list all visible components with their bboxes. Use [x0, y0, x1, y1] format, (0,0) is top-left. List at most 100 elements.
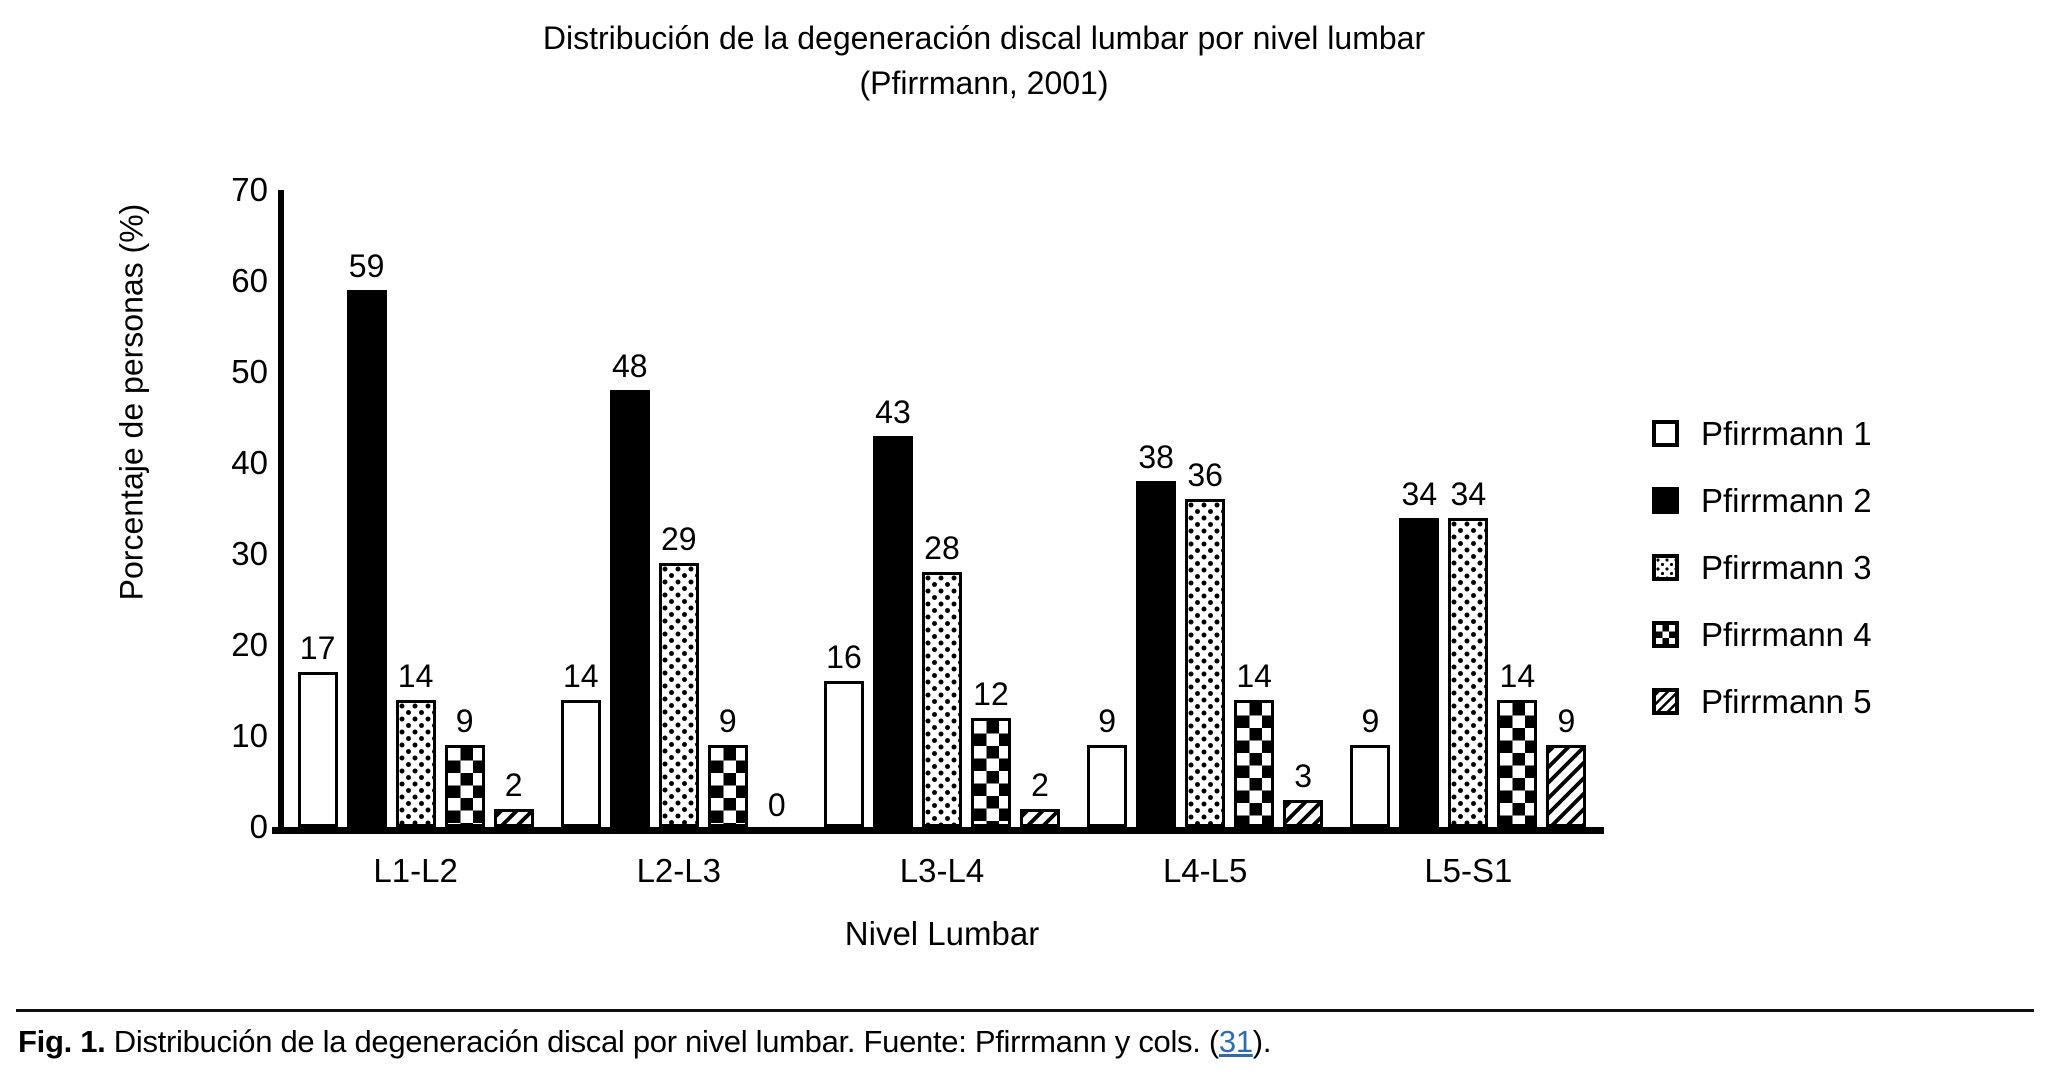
bar-pfirrmann-3-l3-l4: [921, 572, 962, 827]
legend-item-pfirrmann-2: Pfirrmann 2: [1652, 467, 1872, 534]
bar-slot-pfirrmann-3-l1-l2: 14: [395, 190, 436, 827]
bar-value-label: 34: [1401, 476, 1438, 512]
bar-pfirrmann-4-l2-l3: [707, 745, 748, 827]
bar-pfirrmann-1-l3-l4: [823, 681, 864, 827]
y-tick-label-0: 0: [249, 808, 268, 845]
bar-slot-pfirrmann-3-l3-l4: 28: [921, 190, 962, 827]
bar-slot-pfirrmann-4-l4-l5: 14: [1234, 190, 1275, 827]
x-category-label-l2-l3: L2-L3: [636, 852, 721, 889]
legend-item-pfirrmann-5: Pfirrmann 5: [1652, 668, 1872, 735]
y-tick-label-30: 30: [231, 535, 268, 572]
plot-area: 17 59 14 9 2 14 48 29 9 0 16 43 28 12 2 9 38 36 14 3 9 34 34 14…: [284, 190, 1600, 827]
bar-group-l3-l4: 16 43 28 12 2: [823, 190, 1060, 827]
legend-label: Pfirrmann 4: [1701, 615, 1872, 653]
bar-value-label: 9: [1098, 703, 1117, 739]
bar-slot-pfirrmann-1-l3-l4: 16: [823, 190, 864, 827]
legend-item-pfirrmann-1: Pfirrmann 1: [1652, 400, 1872, 467]
bar-value-label: 34: [1450, 476, 1487, 512]
bar-value-label: 9: [1557, 703, 1576, 739]
bar-value-label: 48: [611, 348, 648, 384]
legend-label: Pfirrmann 3: [1701, 548, 1872, 586]
bar-slot-pfirrmann-5-l5-s1: 9: [1546, 190, 1587, 827]
bar-pfirrmann-2-l1-l2: [346, 290, 387, 827]
bar-pfirrmann-1-l1-l2: [297, 672, 338, 827]
legend-marker-diagonal-icon: [1652, 688, 1679, 715]
x-axis-category-labels: L1-L2 L2-L3 L3-L4 L4-L5 L5-S1: [284, 852, 1600, 890]
x-category-label-l5-s1: L5-S1: [1424, 852, 1513, 889]
bar-pfirrmann-4-l3-l4: [970, 718, 1011, 827]
caption-reference-link[interactable]: 31: [1218, 1024, 1253, 1059]
bar-slot-pfirrmann-4-l5-s1: 14: [1497, 190, 1538, 827]
bar-slot-pfirrmann-2-l1-l2: 59: [346, 190, 387, 827]
legend-marker-checker-icon: [1652, 621, 1679, 648]
bar-slot-pfirrmann-5-l2-l3: 0: [757, 190, 797, 827]
bar-value-label: 14: [562, 658, 599, 694]
bar-pfirrmann-4-l5-s1: [1497, 700, 1538, 827]
bar-slot-pfirrmann-4-l1-l2: 9: [444, 190, 485, 827]
bar-slot-pfirrmann-5-l1-l2: 2: [493, 190, 534, 827]
bar-pfirrmann-4-l4-l5: [1234, 700, 1275, 827]
caption-text-suffix: ).: [1252, 1024, 1272, 1059]
y-tick-label-50: 50: [231, 353, 268, 390]
bar-slot-pfirrmann-4-l3-l4: 12: [970, 190, 1011, 827]
bar-slot-pfirrmann-2-l3-l4: 43: [872, 190, 913, 827]
bar-value-label: 2: [1031, 767, 1049, 803]
bar-slot-pfirrmann-1-l2-l3: 14: [560, 190, 601, 827]
bar-group-l1-l2: 17 59 14 9 2: [297, 190, 534, 827]
caption-divider: [16, 1009, 2034, 1012]
bar-value-label: 36: [1187, 457, 1223, 493]
legend-marker-dots-icon: [1652, 554, 1679, 581]
bar-pfirrmann-5-l1-l2: [493, 809, 534, 827]
y-tick-label-40: 40: [231, 444, 268, 481]
bar-pfirrmann-5-l4-l5: [1283, 800, 1324, 827]
caption-figure-number: Fig. 1.: [18, 1024, 106, 1059]
x-axis-title: Nivel Lumbar: [844, 915, 1040, 952]
chart-title-line2: (Pfirrmann, 2001): [859, 65, 1109, 101]
x-axis-line: [272, 827, 1604, 834]
bar-pfirrmann-2-l4-l5: [1136, 481, 1177, 827]
legend: Pfirrmann 1 Pfirrmann 2 Pfirrmann 3 Pfirrma…: [1652, 400, 1872, 735]
bar-pfirrmann-1-l5-s1: [1350, 745, 1391, 827]
caption-text: Distribución de la degeneración discal p…: [105, 1024, 1219, 1059]
bar-slot-pfirrmann-3-l5-s1: 34: [1448, 190, 1489, 827]
bar-slot-pfirrmann-5-l3-l4: 2: [1019, 190, 1060, 827]
bar-pfirrmann-5-l5-s1: [1546, 745, 1587, 827]
x-category-label-l1-l2: L1-L2: [373, 852, 458, 889]
bar-slot-pfirrmann-1-l5-s1: 9: [1350, 190, 1391, 827]
bar-slot-pfirrmann-2-l2-l3: 48: [609, 190, 650, 827]
bar-pfirrmann-2-l2-l3: [609, 390, 650, 827]
y-tick-label-10: 10: [231, 717, 268, 754]
x-category-label-l4-l5: L4-L5: [1162, 852, 1248, 889]
bar-slot-pfirrmann-2-l4-l5: 38: [1136, 190, 1177, 827]
chart-title: Distribución de la degeneración discal l…: [284, 16, 1684, 106]
bar-value-label: 29: [660, 521, 697, 557]
y-tick-label-60: 60: [231, 262, 268, 299]
bar-value-label: 14: [397, 658, 434, 694]
y-tick-label-20: 20: [231, 626, 268, 663]
legend-label: Pfirrmann 1: [1701, 414, 1872, 452]
bar-group-l5-s1: 9 34 34 14 9: [1350, 190, 1587, 827]
y-tick-label-70: 70: [231, 171, 268, 208]
bar-slot-pfirrmann-3-l4-l5: 36: [1185, 190, 1226, 827]
chart-title-line1: Distribución de la degeneración discal l…: [542, 20, 1426, 56]
bar-slot-pfirrmann-1-l4-l5: 9: [1087, 190, 1128, 827]
bar-pfirrmann-4-l1-l2: [444, 745, 485, 827]
bar-value-label: 28: [924, 530, 960, 566]
x-category-label-l3-l4: L3-L4: [899, 852, 985, 889]
bar-group-l2-l3: 14 48 29 9 0: [560, 190, 797, 827]
bar-pfirrmann-3-l2-l3: [658, 563, 699, 827]
figure-caption: Fig. 1. Distribución de la degeneración …: [18, 1024, 1271, 1060]
bar-value-label: 16: [826, 639, 862, 675]
bar-value-label: 9: [1361, 703, 1380, 739]
bar-value-label: 9: [718, 703, 737, 739]
bar-value-label: 17: [299, 630, 336, 666]
bar-value-label: 43: [875, 394, 911, 430]
bar-slot-pfirrmann-4-l2-l3: 9: [707, 190, 748, 827]
bar-value-label: 12: [973, 676, 1009, 712]
bar-group-l4-l5: 9 38 36 14 3: [1087, 190, 1324, 827]
legend-item-pfirrmann-3: Pfirrmann 3: [1652, 534, 1872, 601]
bar-pfirrmann-1-l4-l5: [1087, 745, 1128, 827]
bar-value-label: 9: [455, 703, 474, 739]
bar-slot-pfirrmann-2-l5-s1: 34: [1399, 190, 1440, 827]
bar-pfirrmann-2-l5-s1: [1399, 518, 1440, 827]
